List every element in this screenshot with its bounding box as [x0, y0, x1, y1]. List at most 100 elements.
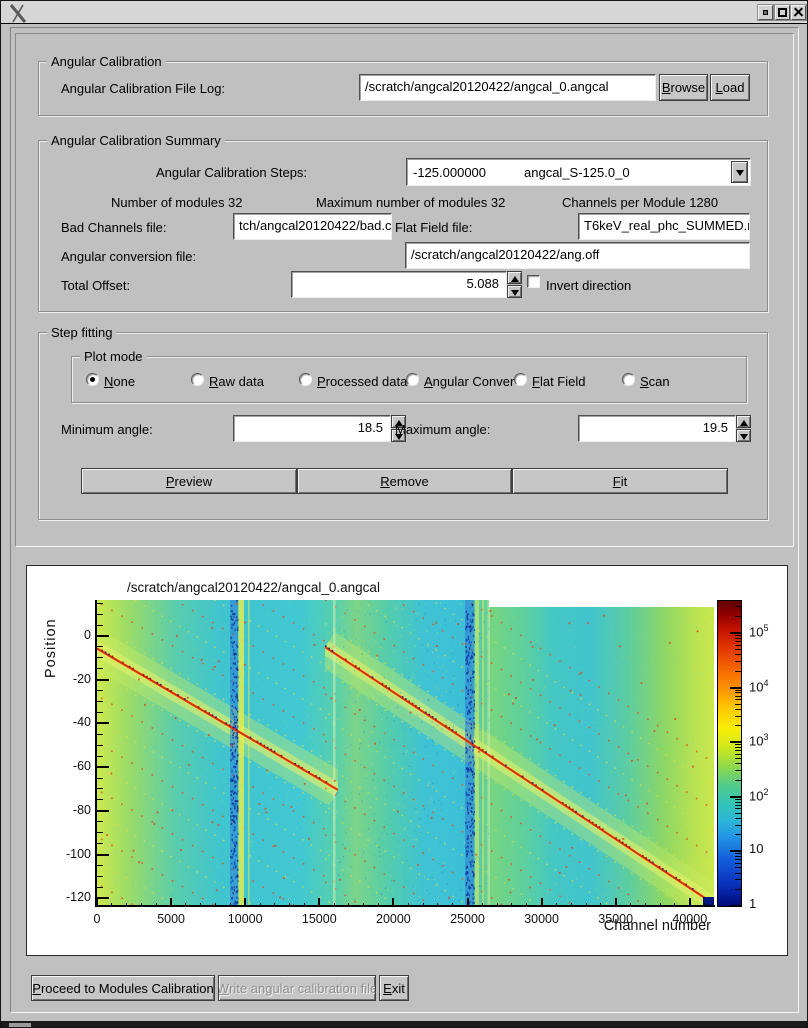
- cb-minor-tick: [735, 661, 742, 663]
- combo-dropdown-button[interactable]: [731, 161, 748, 183]
- cb-minor-tick: [735, 606, 742, 608]
- cb-minor-tick: [735, 856, 742, 858]
- group-plot-mode: Plot mode: [71, 349, 747, 403]
- cb-minor-tick: [735, 834, 742, 836]
- window-bottom-border: [1, 1021, 807, 1027]
- radio-label: Processed data: [317, 374, 408, 389]
- app-icon-x: [9, 4, 27, 23]
- arrow-up-icon: [511, 275, 519, 282]
- y-minor-tick: [97, 777, 103, 779]
- min-angle-input[interactable]: 18.5: [233, 415, 391, 442]
- x-minor-tick: [644, 903, 646, 907]
- cb-tick: [730, 686, 742, 689]
- close-button[interactable]: [791, 5, 806, 20]
- cb-minor-tick: [735, 637, 742, 639]
- x-minor-tick: [363, 903, 365, 907]
- x-minor-tick: [570, 903, 572, 907]
- steps-combobox[interactable]: -125.000000 angcal_S-125.0_0: [406, 158, 751, 186]
- radio-scan[interactable]: [622, 373, 635, 386]
- cb-minor-tick: [735, 725, 742, 727]
- x-tick-label: 10000: [227, 912, 263, 926]
- group-summary: Angular Calibration Summary: [38, 133, 768, 312]
- x-minor-tick: [422, 903, 424, 907]
- max-angle-input[interactable]: 19.5: [578, 415, 736, 442]
- radio-flat-field[interactable]: [514, 373, 527, 386]
- arrow-up-icon: [740, 419, 748, 426]
- flat-field-label: Flat Field file:: [395, 220, 473, 235]
- x-minor-tick: [659, 903, 661, 907]
- file-log-input[interactable]: /scratch/angcal20120422/angcal_0.angcal: [359, 74, 656, 101]
- x-minor-tick: [437, 903, 439, 907]
- y-minor-tick: [97, 657, 103, 659]
- x-minor-tick: [229, 903, 231, 907]
- x-minor-tick: [303, 903, 305, 907]
- ang-conversion-input[interactable]: /scratch/angcal20120422/ang.off: [405, 242, 750, 269]
- group-angular-calibration: Angular Calibration: [38, 54, 768, 116]
- minimize-button[interactable]: [758, 5, 773, 20]
- y-minor-tick: [97, 788, 103, 790]
- x-minor-tick: [215, 903, 217, 907]
- radio-raw-data[interactable]: [191, 373, 204, 386]
- maximize-button[interactable]: [775, 5, 790, 20]
- spin-up-button[interactable]: [736, 415, 751, 428]
- cb-minor-tick: [735, 692, 742, 694]
- y-minor-tick: [97, 613, 103, 615]
- x-tick-label: 40000: [672, 912, 708, 926]
- spin-up-button[interactable]: [507, 271, 522, 284]
- group-step-fitting: Step fitting: [38, 325, 768, 520]
- x-minor-tick: [200, 903, 202, 907]
- y-minor-tick: [97, 733, 103, 735]
- x-tick-label: 20000: [376, 912, 411, 926]
- form-panel: [15, 33, 794, 547]
- window-resize-handle[interactable]: [9, 1023, 31, 1027]
- x-minor-tick: [511, 903, 513, 907]
- heatmap-image: [97, 600, 714, 906]
- group-title: Angular Calibration Summary: [47, 133, 225, 148]
- spin-down-button[interactable]: [736, 429, 751, 442]
- spin-up-button[interactable]: [391, 415, 406, 428]
- radio-none[interactable]: [86, 373, 99, 386]
- y-minor-tick: [97, 886, 103, 888]
- invert-direction-checkbox[interactable]: [527, 275, 540, 288]
- plot-title: /scratch/angcal20120422/angcal_0.angcal: [127, 580, 380, 595]
- y-minor-tick: [97, 690, 103, 692]
- radio-processed-data[interactable]: [299, 373, 312, 386]
- radio-angular-conver[interactable]: [406, 373, 419, 386]
- cb-minor-tick: [735, 703, 742, 705]
- cb-minor-tick: [735, 750, 742, 752]
- cb-minor-tick: [735, 798, 742, 800]
- x-tick: [392, 898, 395, 907]
- x-tick-label: 0: [93, 912, 101, 926]
- modules-info-text: Number of modules 32: [111, 195, 243, 210]
- steps-label: Angular Calibration Steps:: [156, 165, 308, 180]
- x-tick: [244, 898, 247, 907]
- x-minor-tick: [274, 903, 276, 907]
- cb-tick: [730, 795, 742, 798]
- radio-dot: [90, 377, 95, 382]
- cb-tick: [730, 850, 742, 853]
- spin-down-button[interactable]: [507, 285, 522, 298]
- y-axis-line: [95, 600, 97, 907]
- cb-minor-tick: [735, 763, 742, 765]
- y-tick: [97, 635, 109, 637]
- steps-value: -125.000000 angcal_S-125.0_0: [413, 165, 630, 180]
- x-tick: [688, 898, 691, 907]
- x-tick-label: 15000: [301, 912, 337, 926]
- cb-minor-tick: [735, 872, 742, 874]
- max-angle-stepper: [736, 415, 751, 442]
- x-minor-tick: [526, 903, 528, 907]
- x-tick-label: 35000: [598, 912, 634, 926]
- spin-down-button[interactable]: [391, 429, 406, 442]
- bad-channels-input[interactable]: tch/angcal20120422/bad.chan: [233, 213, 392, 240]
- flat-field-input[interactable]: T6keV_real_phc_SUMMED.raw: [578, 213, 750, 240]
- total-offset-input[interactable]: 5.088: [291, 271, 507, 298]
